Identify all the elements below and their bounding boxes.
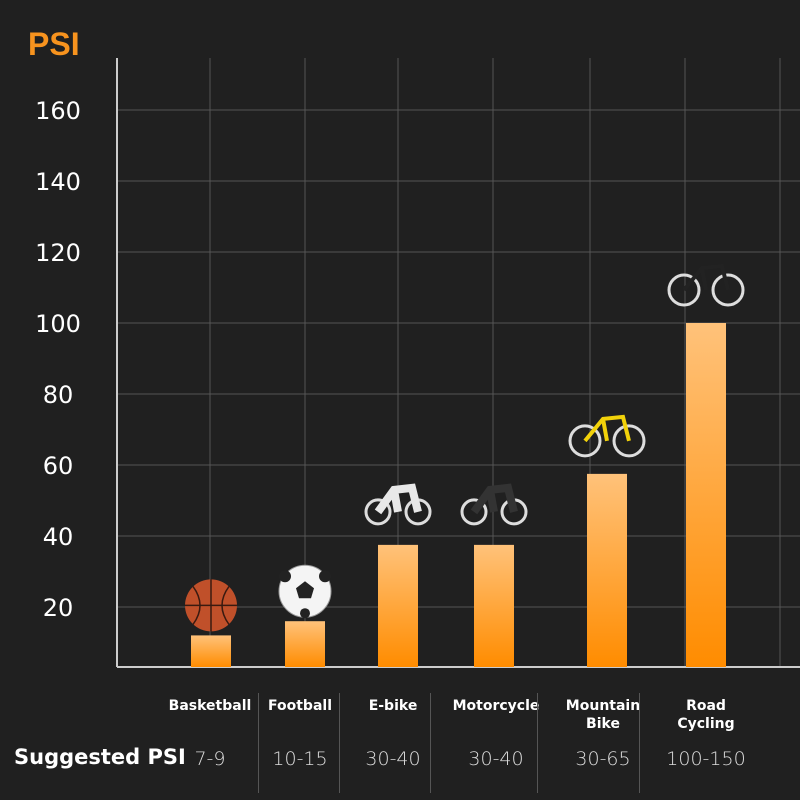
y-tick-label: 20 bbox=[43, 594, 74, 622]
bar-basketball bbox=[191, 635, 231, 667]
football-icon bbox=[278, 564, 332, 619]
basketball-icon bbox=[185, 579, 237, 632]
mountain-bike-icon bbox=[568, 414, 646, 458]
bar-motorcycle bbox=[474, 544, 514, 667]
scooter-icon bbox=[364, 483, 432, 526]
y-tick-label: 60 bbox=[43, 452, 74, 480]
column-divider bbox=[537, 693, 538, 793]
category-label: E-bike bbox=[368, 698, 418, 714]
y-tick-label: 160 bbox=[35, 97, 81, 125]
suggested-psi-value: 30-65 bbox=[575, 748, 631, 770]
column-divider bbox=[258, 693, 259, 793]
column-divider bbox=[339, 693, 340, 793]
category-label: Road Cycling bbox=[677, 698, 735, 732]
column-divider bbox=[639, 693, 640, 793]
category-label: Mountain Bike bbox=[565, 698, 641, 732]
suggested-psi-value: 10-15 bbox=[272, 748, 328, 770]
y-tick-label: 100 bbox=[35, 310, 81, 338]
y-tick-label: 120 bbox=[35, 239, 81, 267]
bar-e-bike bbox=[378, 544, 418, 667]
column-divider bbox=[430, 693, 431, 793]
suggested-psi-value: 7-9 bbox=[194, 748, 226, 770]
y-tick-label: 140 bbox=[35, 168, 81, 196]
suggested-psi-value: 100-150 bbox=[666, 748, 746, 770]
category-label: Motorcycle bbox=[452, 698, 540, 714]
suggested-psi-label: Suggested PSI bbox=[14, 745, 186, 769]
suggested-psi-value: 30-40 bbox=[365, 748, 421, 770]
category-label: Football bbox=[268, 698, 332, 714]
bar-mountain-bike bbox=[587, 473, 627, 667]
y-tick-label: 40 bbox=[43, 523, 74, 551]
bar-football bbox=[285, 621, 325, 667]
y-axis-title: PSI bbox=[28, 26, 80, 62]
motorcycle-icon bbox=[460, 483, 528, 526]
bar-road-cycling bbox=[686, 323, 726, 667]
category-label: Basketball bbox=[168, 698, 252, 714]
suggested-psi-value: 30-40 bbox=[468, 748, 524, 770]
road-bike-icon bbox=[667, 263, 745, 307]
y-tick-label: 80 bbox=[43, 381, 74, 409]
